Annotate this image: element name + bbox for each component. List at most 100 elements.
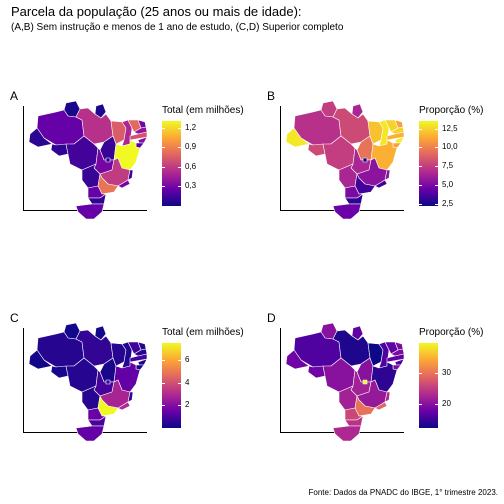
panel-b-tick-left bbox=[419, 166, 422, 168]
panel-d-tick-right bbox=[435, 373, 438, 375]
panel-c-state-rs bbox=[75, 425, 105, 442]
panel-a-tick-label: 0,3 bbox=[185, 181, 197, 191]
panel-a-tick-right bbox=[178, 127, 181, 129]
panel-d-state-es bbox=[384, 391, 391, 403]
panel-b-tick-right bbox=[435, 147, 438, 149]
panel-b-state-pb bbox=[390, 126, 405, 135]
panel-d-state-sc bbox=[344, 415, 364, 427]
panel-c-tick-right bbox=[178, 360, 181, 361]
panel-b-state-sp bbox=[354, 173, 376, 195]
panel-a-label: A bbox=[10, 89, 19, 103]
panel-b-y-axis bbox=[280, 106, 281, 211]
panel-a-tick-label: 0,6 bbox=[185, 161, 197, 171]
panel-d-tick-left bbox=[419, 403, 422, 405]
panel-c-state-es bbox=[127, 391, 134, 403]
panel-d-state-pe bbox=[386, 353, 405, 363]
panel-b-tick-left bbox=[419, 203, 422, 205]
figure-title: Parcela da população (25 anos ou mais de… bbox=[11, 4, 302, 19]
panel-c-tick-left bbox=[162, 360, 165, 361]
panel-a-state-rs bbox=[75, 203, 105, 220]
panel-c-legend-title: Total (em milhões) bbox=[162, 327, 244, 338]
panel-c-state-ap bbox=[94, 325, 107, 341]
panel-c-tick-left bbox=[162, 405, 165, 407]
panel-a-tick-left bbox=[162, 147, 165, 149]
panel-a-colorbar bbox=[162, 121, 181, 206]
panel-d-state-pb bbox=[390, 348, 405, 357]
panel-c-tick-label: 6 bbox=[185, 355, 190, 364]
panel-b-tick-label: 12,5 bbox=[442, 123, 458, 133]
panel-d-state-rs bbox=[332, 425, 362, 442]
panel-a-tick-right bbox=[178, 147, 181, 149]
panel-a-tick-left bbox=[162, 127, 165, 129]
panel-c-tick-label: 2 bbox=[185, 400, 190, 410]
panel-a-state-ro bbox=[50, 143, 69, 157]
panel-b-tick-label: 7,5 bbox=[442, 161, 454, 171]
panel-c-state-sc bbox=[87, 415, 107, 427]
panel-a-tick-left bbox=[162, 166, 165, 168]
panel-a-tick-right bbox=[178, 166, 181, 168]
panel-c-state-rj bbox=[117, 401, 131, 411]
panel-b-state-sc bbox=[344, 193, 364, 205]
panel-c-state-ro bbox=[50, 365, 69, 379]
panel-d-state-ro bbox=[307, 365, 326, 379]
panel-b-colorbar bbox=[419, 121, 438, 206]
panel-c-colorbar bbox=[162, 343, 181, 428]
panel-b-tick-right bbox=[435, 166, 438, 168]
panel-b-tick-left bbox=[419, 147, 422, 149]
panel-b-state-df bbox=[362, 157, 368, 163]
panel-b-tick-left bbox=[419, 128, 422, 130]
panel-c-state-sp bbox=[97, 395, 119, 417]
panel-b-tick-label: 10,0 bbox=[442, 142, 458, 152]
panel-b-state-pe bbox=[386, 131, 405, 141]
panel-b-state-es bbox=[384, 169, 391, 181]
panel-a-state-es bbox=[127, 169, 134, 181]
panel-c-state-pb bbox=[133, 348, 148, 357]
panel-d-tick-label: 20 bbox=[442, 398, 451, 408]
source-caption: Fonte: Dados da PNADC do IBGE, 1° trimes… bbox=[308, 488, 498, 497]
panel-c-y-axis bbox=[23, 328, 24, 433]
panel-b-tick-left bbox=[419, 184, 422, 186]
panel-d-colorbar bbox=[419, 343, 438, 428]
panel-a-state-rj bbox=[117, 179, 131, 189]
panel-c-tick-right bbox=[178, 405, 181, 407]
panel-a-legend-title: Total (em milhões) bbox=[162, 105, 244, 116]
panel-c-tick-right bbox=[178, 382, 181, 384]
panel-d-state-rj bbox=[374, 401, 388, 411]
panel-b-tick-right bbox=[435, 128, 438, 130]
panel-d-map bbox=[285, 322, 405, 442]
panel-b-legend-title: Proporção (%) bbox=[419, 105, 484, 116]
panel-b-tick-right bbox=[435, 203, 438, 205]
panel-b-label: B bbox=[267, 89, 276, 103]
figure-subtitle: (A,B) Sem instrução e menos de 1 ano de … bbox=[11, 22, 344, 33]
panel-a-y-axis bbox=[23, 106, 24, 211]
panel-c-state-df bbox=[105, 379, 111, 385]
panel-a-state-pe bbox=[129, 131, 148, 141]
panel-a-map bbox=[28, 100, 148, 220]
panel-d-tick-left bbox=[419, 373, 422, 375]
panel-a-state-df bbox=[105, 157, 111, 163]
panel-c-label: C bbox=[10, 311, 19, 325]
panel-a-tick-label: 0,9 bbox=[185, 142, 197, 152]
panel-b-tick-right bbox=[435, 184, 438, 186]
panel-c-tick-label: 4 bbox=[185, 377, 190, 387]
panel-a-tick-left bbox=[162, 186, 165, 188]
panel-d-y-axis bbox=[280, 328, 281, 433]
panel-a-state-ap bbox=[94, 103, 107, 119]
panel-a-state-sp bbox=[97, 173, 119, 195]
panel-d-state-ap bbox=[351, 325, 364, 341]
panel-b-state-rs bbox=[332, 203, 362, 220]
panel-d-legend-title: Proporção (%) bbox=[419, 327, 484, 338]
panel-d-tick-label: 30 bbox=[442, 368, 451, 378]
panel-d-state-df bbox=[362, 379, 368, 385]
panel-b-tick-label: 2,5 bbox=[442, 198, 454, 208]
panel-d-label: D bbox=[267, 311, 276, 325]
panel-a-tick-right bbox=[178, 186, 181, 188]
panel-b-state-ap bbox=[351, 103, 364, 119]
panel-b-tick-label: 5,0 bbox=[442, 179, 454, 189]
panel-d-state-sp bbox=[354, 395, 376, 417]
panel-d-tick-right bbox=[435, 403, 438, 405]
panel-a-tick-label: 1,2 bbox=[185, 122, 197, 132]
panel-a-state-pb bbox=[133, 126, 148, 135]
panel-c-tick-left bbox=[162, 382, 165, 384]
panel-b-state-ro bbox=[307, 143, 326, 157]
